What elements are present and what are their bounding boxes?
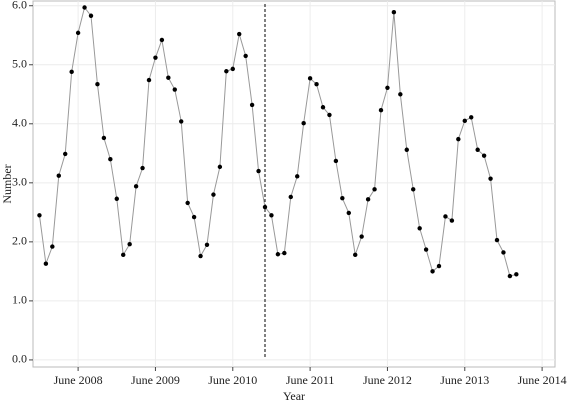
data-point [269, 213, 274, 218]
y-tick-label: 6.0 [12, 0, 27, 11]
data-point [430, 269, 435, 274]
data-point [423, 247, 429, 252]
data-point [146, 77, 152, 83]
data-point [166, 75, 171, 80]
data-point [469, 115, 474, 120]
data-point [159, 37, 165, 43]
data-point [391, 10, 397, 15]
data-point [333, 158, 339, 164]
data-point [179, 119, 184, 124]
data-point [101, 135, 107, 141]
data-point [385, 85, 390, 90]
data-point [481, 153, 487, 158]
data-point [56, 173, 61, 178]
data-point [443, 214, 448, 219]
data-point [365, 197, 371, 202]
data-point [301, 120, 306, 126]
data-point [501, 250, 506, 255]
data-point [69, 69, 74, 75]
data-point [224, 69, 229, 74]
data-point [307, 76, 313, 81]
data-point [43, 261, 49, 266]
data-point [436, 263, 442, 269]
x-tick-label: June 2011 [286, 373, 335, 387]
data-point [211, 192, 216, 197]
data-point [140, 165, 145, 171]
data-point [63, 151, 68, 157]
data-point [230, 66, 235, 72]
x-tick-label: June 2009 [131, 373, 180, 387]
data-point [456, 136, 461, 142]
data-point [404, 147, 409, 152]
data-point [82, 5, 87, 10]
data-point [320, 105, 326, 110]
x-tick-label: June 2008 [54, 373, 103, 387]
data-point [198, 253, 203, 259]
x-tick-label: June 2012 [363, 373, 412, 387]
data-point [114, 196, 119, 201]
data-point [353, 252, 358, 258]
x-tick-label: June 2013 [440, 373, 489, 387]
x-tick-label: June 2010 [208, 373, 257, 387]
data-point [346, 210, 351, 216]
data-point [411, 187, 416, 192]
data-point [417, 226, 422, 231]
data-point [217, 164, 223, 170]
data-point [314, 82, 319, 87]
y-tick-label: 3.0 [12, 175, 27, 189]
data-point [133, 184, 139, 189]
data-point [275, 252, 281, 257]
data-point [172, 87, 177, 92]
data-point [121, 252, 126, 258]
data-point [295, 174, 300, 179]
data-point [288, 194, 293, 200]
x-axis-label: Year [283, 389, 305, 403]
data-point [462, 118, 467, 124]
data-point [108, 157, 113, 162]
data-point [249, 102, 255, 108]
y-axis-label: Number [0, 164, 14, 203]
data-point [494, 237, 500, 243]
y-tick-label: 1.0 [12, 293, 27, 307]
y-tick-label: 0.0 [12, 352, 27, 366]
y-tick-label: 2.0 [12, 234, 27, 248]
x-tick-label: June 2014 [518, 373, 567, 387]
data-point [262, 204, 268, 210]
data-point [50, 244, 55, 249]
data-point [378, 108, 384, 113]
y-tick-label: 4.0 [12, 116, 27, 130]
data-point [256, 168, 261, 174]
data-point [359, 234, 364, 239]
data-point [327, 112, 332, 118]
data-point [95, 82, 100, 87]
data-point [237, 31, 242, 37]
data-point [340, 195, 345, 201]
data-point [185, 200, 190, 206]
plot-panel [32, 0, 556, 368]
data-point [507, 273, 513, 279]
data-point [449, 218, 455, 223]
data-point [514, 272, 519, 277]
data-point [204, 242, 210, 248]
data-point [153, 55, 158, 60]
data-point [88, 13, 94, 18]
data-point [488, 176, 493, 181]
data-point [372, 187, 377, 192]
data-point [243, 53, 248, 59]
data-point [398, 92, 403, 97]
data-point [75, 30, 81, 36]
y-tick-label: 5.0 [12, 57, 27, 71]
data-point [282, 250, 287, 256]
data-point [475, 147, 480, 152]
data-point [191, 214, 197, 220]
data-point [37, 213, 42, 218]
data-point [127, 242, 132, 247]
